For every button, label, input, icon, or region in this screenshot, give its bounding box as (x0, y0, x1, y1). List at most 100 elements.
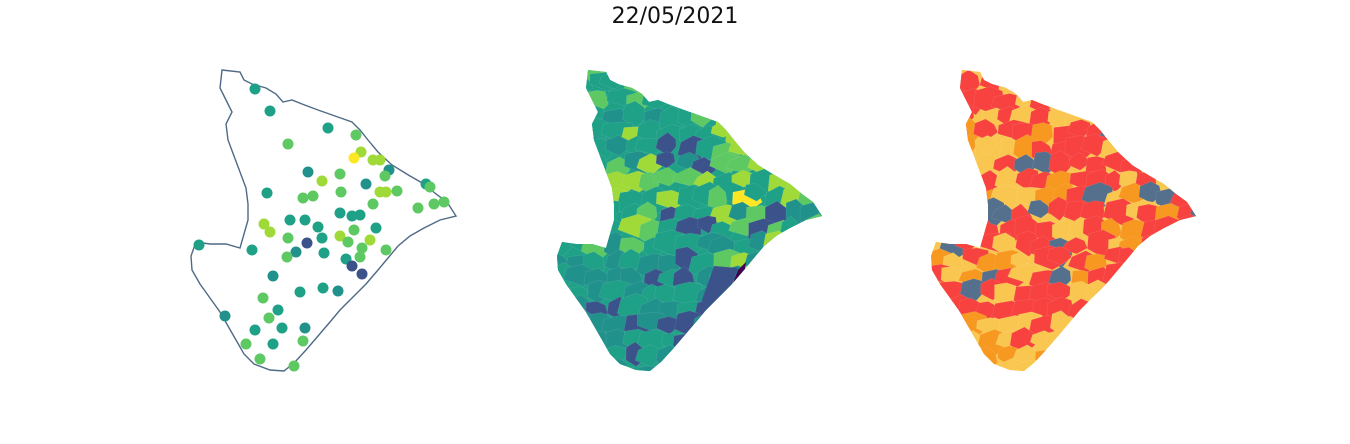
municipality-region (633, 70, 662, 93)
municipality-region (942, 86, 970, 115)
municipality-region (1102, 329, 1127, 356)
municipality-region (778, 73, 801, 103)
municipality-region (942, 188, 970, 212)
point-marker (264, 226, 276, 238)
municipality-region (1064, 87, 1090, 108)
municipality-region (712, 341, 742, 370)
municipality-region (1178, 154, 1196, 178)
municipality-region (1049, 345, 1078, 371)
points-layer (193, 83, 450, 372)
municipality-region (747, 314, 772, 333)
municipality-region (796, 70, 822, 95)
municipality-region (747, 295, 770, 321)
municipality-region (766, 77, 799, 105)
point-marker (350, 129, 362, 141)
municipality-region (728, 346, 749, 366)
municipality-region (1066, 70, 1099, 87)
municipality-region (676, 70, 701, 82)
municipality-region (557, 122, 584, 155)
municipality-region (804, 316, 822, 344)
state-outline (190, 69, 457, 372)
municipality-region (802, 236, 822, 257)
municipality-region (709, 70, 735, 86)
point-marker (240, 338, 252, 350)
point-marker (348, 152, 360, 164)
point-marker (281, 251, 293, 263)
municipality-region (937, 218, 963, 243)
municipality-region (1065, 70, 1096, 97)
municipality-layer (931, 70, 1196, 371)
municipality-region (819, 137, 822, 161)
municipality-region (557, 280, 573, 312)
municipality-region (1032, 76, 1060, 97)
municipality-region (1193, 297, 1196, 320)
municipality-region (712, 314, 739, 343)
municipality-region (1048, 265, 1072, 289)
municipality-region (1136, 77, 1169, 104)
municipality-region (931, 70, 953, 96)
municipality-region (818, 124, 822, 147)
municipality-region (1119, 312, 1147, 332)
municipality-region (557, 360, 577, 371)
municipality-region (931, 343, 943, 363)
municipality-region (800, 295, 822, 327)
point-marker (356, 242, 368, 254)
municipality-region (1191, 120, 1196, 144)
municipality-region (804, 247, 822, 274)
municipality-region (1102, 262, 1134, 291)
municipality-region (557, 136, 580, 159)
municipality-region (1157, 119, 1178, 146)
municipality-region (977, 364, 1013, 371)
municipality-region (742, 347, 774, 371)
municipality-region (1176, 214, 1196, 245)
municipality-region (1174, 89, 1196, 116)
municipality-region (760, 92, 787, 114)
municipality-region (747, 70, 782, 83)
municipality-region (942, 330, 967, 355)
municipality-region (785, 158, 822, 187)
municipality-region (931, 202, 954, 223)
point-marker (302, 166, 314, 178)
municipality-region (783, 295, 809, 322)
municipality-region (1154, 70, 1185, 75)
municipality-region (821, 340, 822, 366)
point-marker (284, 214, 296, 226)
municipality-region (1193, 172, 1196, 202)
municipality-region (1173, 348, 1196, 371)
municipality-region (1153, 345, 1179, 365)
municipality-region (712, 92, 743, 122)
municipality-region (696, 70, 729, 97)
municipality-region (1051, 360, 1085, 371)
municipality-region (780, 122, 811, 145)
municipality-region (731, 332, 765, 358)
municipality-region (744, 283, 768, 303)
municipality-region (557, 70, 580, 85)
municipality-region (1034, 349, 1063, 366)
municipality-region (1104, 312, 1138, 339)
point-marker (354, 209, 366, 221)
municipality-region (1158, 281, 1189, 309)
municipality-region (582, 341, 608, 366)
municipality-region (565, 213, 590, 237)
point-marker (249, 83, 261, 95)
municipality-region (1069, 360, 1104, 371)
point-marker (412, 202, 424, 214)
municipality-region (1178, 248, 1196, 271)
municipality-region (655, 131, 677, 157)
point-marker (254, 353, 266, 365)
municipality-region (690, 361, 713, 371)
municipality-region (1195, 232, 1196, 263)
point-marker (354, 251, 366, 263)
municipality-region (778, 347, 809, 371)
municipality-region (820, 166, 822, 189)
point-marker (380, 186, 392, 198)
municipality-region (1138, 93, 1168, 116)
municipality-region (1156, 104, 1182, 131)
municipality-region (817, 249, 822, 271)
point-marker (267, 270, 279, 282)
municipality-region (935, 102, 960, 128)
municipality-region (780, 269, 808, 291)
municipality-region (1102, 363, 1129, 371)
municipality-region (816, 90, 822, 110)
municipality-region (1120, 70, 1154, 76)
